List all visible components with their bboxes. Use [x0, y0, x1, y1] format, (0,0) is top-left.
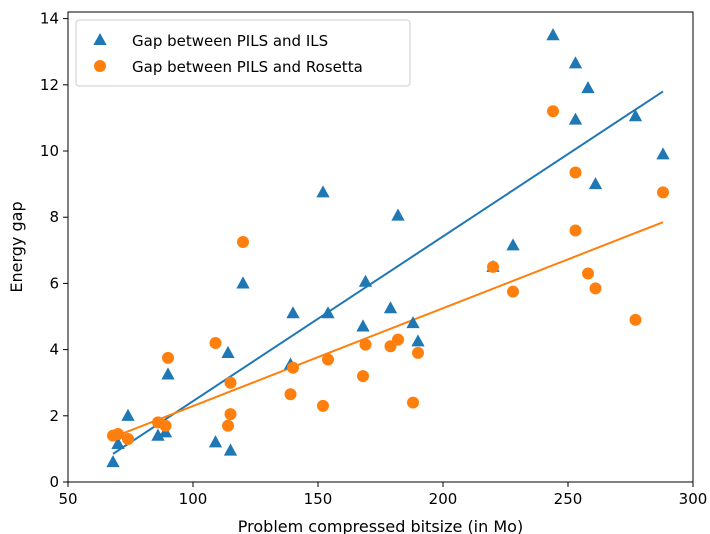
- y-axis-title: Energy gap: [7, 201, 26, 292]
- data-markers: [106, 28, 670, 468]
- ticks: 50 100 150 200 250 300 0 2 4 6 8 10 12 14: [40, 10, 707, 508]
- x-axis-title: Problem compressed bitsize (in Mo): [238, 517, 523, 534]
- data-point-ils: [286, 306, 300, 319]
- data-point-rosetta: [657, 186, 669, 199]
- legend: Gap between PILS and ILS Gap between PIL…: [75, 19, 411, 87]
- y-tick-label: 2: [49, 407, 59, 425]
- data-point-ils: [221, 345, 235, 358]
- data-point-rosetta: [629, 313, 642, 326]
- data-point-rosetta: [582, 267, 594, 280]
- data-point-ils: [236, 276, 250, 289]
- data-point-rosetta: [209, 336, 222, 349]
- data-point-rosetta: [224, 408, 237, 421]
- data-point-ils: [628, 109, 643, 122]
- data-point-rosetta: [507, 285, 519, 298]
- data-point-ils: [391, 208, 405, 221]
- data-point-ils: [411, 334, 425, 347]
- data-point-rosetta: [159, 419, 172, 432]
- data-point-rosetta: [284, 388, 297, 401]
- x-tick-label: 150: [304, 490, 333, 508]
- legend-entry-rosetta: Gap between PILS and Rosetta: [132, 58, 363, 76]
- data-point-ils: [356, 319, 370, 332]
- axes-frame: [67, 11, 694, 483]
- data-point-ils: [506, 238, 520, 251]
- x-tick-label: 300: [679, 490, 708, 508]
- data-point-rosetta: [569, 224, 582, 237]
- fit-lines: [112, 90, 664, 455]
- data-point-rosetta: [322, 353, 334, 366]
- data-point-rosetta: [317, 399, 329, 412]
- data-point-rosetta: [222, 419, 234, 432]
- y-tick-label: 12: [40, 76, 59, 94]
- data-point-ils: [546, 28, 560, 41]
- data-point-rosetta: [392, 333, 404, 346]
- data-point-ils: [316, 185, 330, 198]
- data-point-rosetta: [407, 396, 419, 409]
- legend-circle-marker: [94, 60, 106, 72]
- data-point-rosetta: [589, 282, 602, 295]
- data-point-ils: [588, 177, 603, 190]
- axes: [67, 11, 694, 483]
- data-point-rosetta: [487, 260, 499, 273]
- data-point-ils: [406, 316, 420, 329]
- data-point-ils: [223, 443, 238, 456]
- data-point-rosetta: [237, 236, 249, 249]
- y-tick-label: 10: [40, 142, 59, 160]
- data-point-rosetta: [359, 338, 372, 351]
- y-tick-label: 8: [49, 208, 59, 226]
- y-tick-label: 6: [49, 274, 59, 292]
- x-tick-label: 250: [554, 490, 583, 508]
- data-point-ils: [321, 306, 335, 319]
- data-point-ils: [121, 408, 135, 421]
- legend-box: [75, 19, 411, 87]
- data-point-rosetta: [122, 432, 134, 445]
- legend-entry-ils: Gap between PILS and ILS: [132, 32, 328, 50]
- y-tick-label: 4: [49, 341, 59, 359]
- data-point-ils: [111, 436, 125, 449]
- data-point-ils: [208, 435, 223, 448]
- x-tick-label: 50: [58, 490, 77, 508]
- data-point-rosetta: [162, 351, 174, 364]
- data-point-rosetta: [412, 346, 424, 359]
- data-point-ils: [151, 428, 165, 441]
- x-tick-label: 100: [179, 490, 208, 508]
- data-point-ils: [568, 56, 583, 69]
- data-point-ils: [656, 147, 670, 160]
- data-point-ils: [358, 274, 373, 287]
- legend-triangle-marker: [93, 33, 107, 46]
- data-point-ils: [581, 81, 595, 94]
- trend-line-rosetta: [112, 221, 664, 439]
- trend-line-ils: [112, 90, 664, 455]
- data-point-rosetta: [357, 370, 369, 383]
- data-point-ils: [161, 367, 175, 380]
- data-point-rosetta: [287, 361, 299, 374]
- data-point-ils: [106, 455, 120, 468]
- x-tick-label: 200: [429, 490, 458, 508]
- data-point-rosetta: [224, 376, 237, 389]
- y-tick-label: 14: [40, 10, 59, 28]
- data-point-rosetta: [569, 166, 582, 179]
- data-point-rosetta: [112, 428, 124, 441]
- data-point-rosetta: [547, 105, 559, 118]
- y-tick-label: 0: [49, 473, 59, 491]
- data-point-ils: [383, 301, 398, 314]
- data-point-ils: [568, 112, 583, 125]
